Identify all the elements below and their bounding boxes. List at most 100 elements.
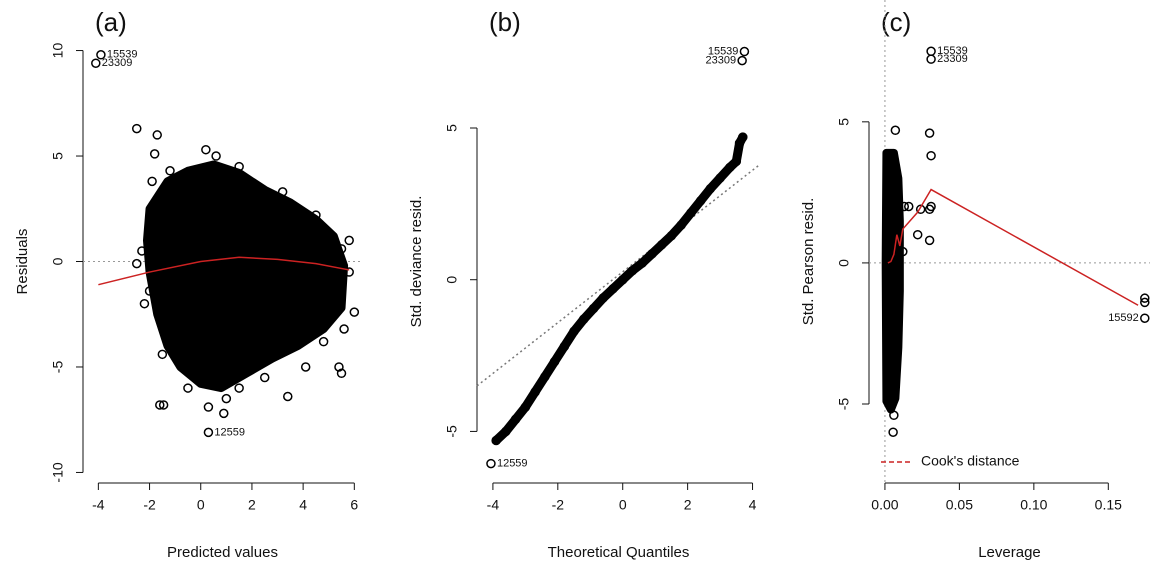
point [234,161,244,172]
point [183,383,193,393]
x-tick-label: 4 [299,497,307,513]
point [211,151,221,161]
point [731,156,742,167]
panel-title: (a) [95,7,127,37]
point [147,176,157,187]
point-label: 15592 [1108,312,1139,324]
y-tick-label: 0 [444,276,460,284]
x-tick-label: 6 [350,497,358,513]
point [201,144,211,155]
x-tick-label: -4 [92,497,105,513]
point-label: 23309 [937,53,968,65]
x-tick-label: 0 [197,497,205,513]
qq-line [476,163,761,387]
point [549,356,560,367]
point [336,368,347,379]
y-tick-label: 5 [50,152,66,160]
point [190,372,201,383]
point [221,393,232,404]
point-label: 12559 [497,457,528,469]
point [491,435,501,446]
qq-points-band [491,132,748,446]
x-tick-label: 2 [248,497,256,513]
point [915,204,926,215]
x-tick-label: 0.15 [1095,497,1122,513]
point [627,265,638,276]
point [924,235,935,246]
point [608,284,618,294]
point [705,183,716,194]
point [300,362,311,372]
x-tick-label: -2 [143,497,156,513]
point [139,298,150,309]
point [344,267,354,277]
point-label: 15539 [107,49,138,61]
x-tick-label: -4 [487,497,500,513]
x-tick-label: 0 [619,497,627,513]
point [588,303,599,314]
point [898,246,908,257]
point [349,307,360,317]
point [912,229,923,240]
point [234,383,244,393]
point [283,391,293,402]
y-axis-label: Std. Pearson resid. [800,198,817,326]
point-label: 12559 [214,426,245,438]
y-tick-label: 5 [836,118,852,126]
y-tick-label: -5 [836,398,852,411]
point [579,314,589,324]
point [738,132,748,142]
point [899,201,910,212]
point [149,149,160,159]
point [540,372,550,382]
point [637,258,647,268]
point-label: 15539 [708,45,739,57]
point [926,150,936,161]
point [203,402,214,412]
y-axis-label: Std. deviance resid. [408,196,425,328]
y-tick-label: 0 [836,259,852,267]
point [155,400,165,410]
y-tick-label: -5 [50,361,66,374]
point [339,324,349,334]
x-tick-label: 0.00 [871,497,898,513]
point [666,230,677,241]
point [617,274,628,285]
x-tick-label: 2 [684,497,692,513]
point [656,240,667,250]
point [926,54,936,64]
point [888,427,898,437]
point [739,46,750,57]
point-label: 23309 [102,57,133,69]
point [890,125,901,136]
dense-points [142,160,349,393]
y-tick-label: -10 [50,462,66,482]
y-axis-label: Residuals [14,229,31,295]
x-tick-label: 0.05 [946,497,973,513]
point [569,326,579,337]
point [686,208,696,218]
point [219,408,229,419]
smooth-line [98,256,350,286]
point [737,55,747,66]
point [311,210,321,220]
x-axis-label: Theoretical Quantiles [548,544,690,561]
point [1140,297,1150,308]
point [559,341,570,352]
point [510,414,521,425]
point [1140,313,1150,323]
point [647,249,657,259]
point [695,196,706,206]
point [904,201,914,212]
point [889,410,899,421]
dense-points [881,148,904,414]
point [486,458,496,469]
x-tick-label: 4 [749,497,757,513]
point [520,402,531,412]
point [132,258,142,269]
x-axis-label: Leverage [978,544,1041,561]
point [160,324,170,334]
x-axis-label: Predicted values [167,544,278,561]
point [91,58,101,68]
